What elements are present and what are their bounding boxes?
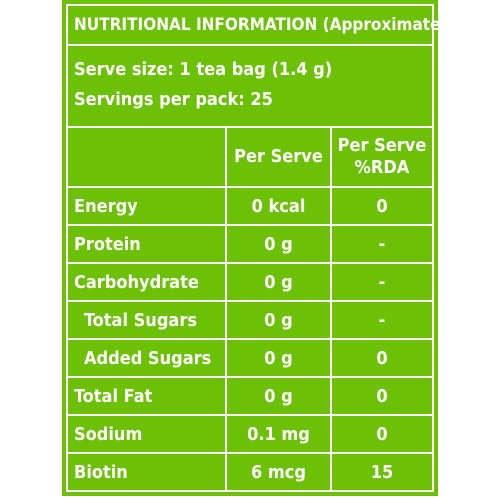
per-serve-value: 0 kcal (225, 186, 332, 226)
nutrient-label: Added Sugars (68, 338, 227, 378)
table-header-row: Per Serve Per Serve %RDA (68, 128, 432, 188)
serve-size: Serve size: 1 tea bag (1.4 g) (74, 59, 333, 80)
table-row-total-fat: Total Fat 0 g 0 (68, 376, 432, 416)
nutrition-table: Per Serve Per Serve %RDA Energy 0 kcal 0… (68, 128, 432, 490)
per-serve-value: 0 g (225, 300, 332, 340)
table-row-protein: Protein 0 g - (68, 224, 432, 264)
nutrition-label: NUTRITIONAL INFORMATION (Approximate val… (62, 0, 500, 496)
table-row-sodium: Sodium 0.1 mg 0 (68, 414, 432, 454)
rda-value: 0 (330, 338, 432, 378)
header-rda: Per Serve %RDA (330, 128, 432, 188)
per-serve-value: 0 g (225, 376, 332, 416)
rda-value: 0 (330, 186, 432, 226)
table-row-carbohydrate: Carbohydrate 0 g - (68, 262, 432, 302)
nutrient-label: Protein (68, 224, 227, 264)
nutrient-label: Total Fat (68, 376, 227, 416)
header-per-serve: Per Serve (225, 128, 332, 188)
per-serve-value: 0 g (225, 224, 332, 264)
table-row-biotin: Biotin 6 mcg 15 (68, 452, 432, 490)
table-row-total-sugars: Total Sugars 0 g - (68, 300, 432, 340)
header-rda-line1: Per Serve (337, 135, 427, 156)
nutrient-label: Carbohydrate (68, 262, 227, 302)
nutrient-label: Energy (68, 186, 227, 226)
rda-value: 0 (330, 376, 432, 416)
nutrient-label: Biotin (68, 452, 227, 490)
rda-value: - (330, 262, 432, 302)
rda-value: - (330, 224, 432, 264)
table-row-energy: Energy 0 kcal 0 (68, 186, 432, 226)
per-serve-value: 6 mcg (225, 452, 332, 490)
nutrient-label: Sodium (68, 414, 227, 454)
per-serve-value: 0 g (225, 338, 332, 378)
nutrition-frame: NUTRITIONAL INFORMATION (Approximate val… (66, 4, 500, 492)
servings-per-pack: Servings per pack: 25 (74, 89, 273, 110)
per-serve-value: 0.1 mg (225, 414, 332, 454)
nutrient-label: Total Sugars (68, 300, 227, 340)
header-nutrient (68, 128, 227, 188)
per-serve-value: 0 g (225, 262, 332, 302)
rda-value: 0 (330, 414, 432, 454)
nutrition-title: NUTRITIONAL INFORMATION (Approximate val… (68, 6, 500, 46)
table-row-added-sugars: Added Sugars 0 g 0 (68, 338, 432, 378)
header-rda-line2: %RDA (354, 157, 410, 178)
rda-value: - (330, 300, 432, 340)
serving-info: Serve size: 1 tea bag (1.4 g) Servings p… (68, 46, 432, 128)
rda-value: 15 (330, 452, 432, 490)
